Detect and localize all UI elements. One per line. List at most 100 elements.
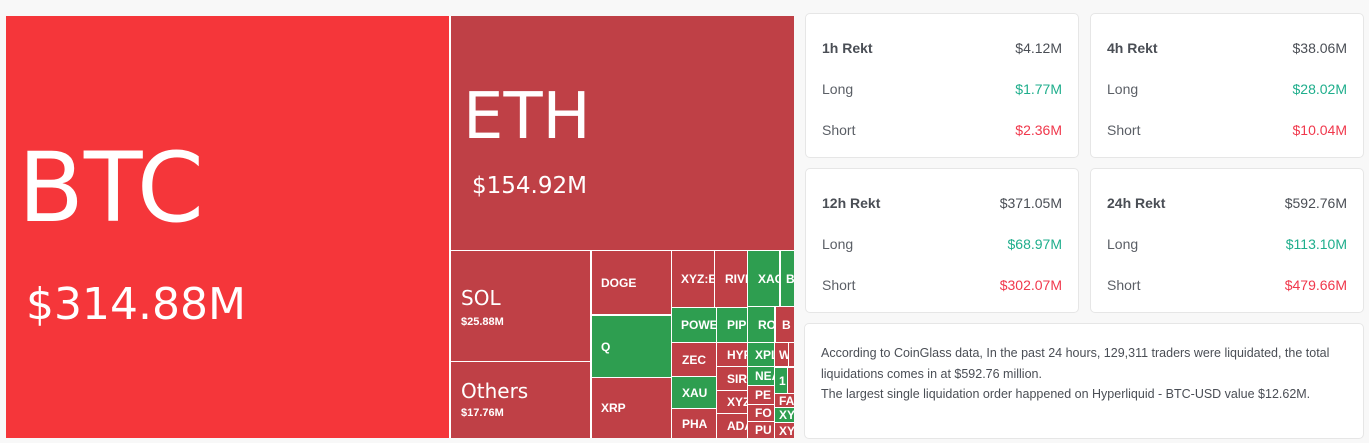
stat-row-total: 4h Rekt $38.06M xyxy=(1107,27,1347,68)
treemap-cell-xy-green[interactable]: XY xyxy=(775,408,794,422)
stat-row-long: Long $1.77M xyxy=(822,68,1062,109)
stat-row-total: 24h Rekt $592.76M xyxy=(1107,182,1347,223)
cell-symbol: XAU xyxy=(682,385,708,400)
cell-symbol: RIVE xyxy=(725,272,747,286)
stat-row-long: Long $28.02M xyxy=(1107,68,1347,109)
cell-symbol: SIR xyxy=(727,371,747,386)
short-value: $2.36M xyxy=(1015,121,1062,138)
treemap-cell-pu[interactable]: PU xyxy=(748,422,774,438)
cell-symbol: XYZ xyxy=(727,395,747,409)
treemap-cell-rive[interactable]: RIVE xyxy=(715,251,747,307)
treemap-cell-sliver-1[interactable] xyxy=(789,343,794,366)
short-value: $10.04M xyxy=(1292,121,1347,138)
stat-total: $4.12M xyxy=(1015,39,1062,56)
short-label: Short xyxy=(1107,121,1141,138)
treemap-cell-pe[interactable]: PE xyxy=(748,386,774,404)
long-value: $28.02M xyxy=(1292,80,1347,97)
cell-symbol: W xyxy=(779,347,788,362)
stat-card-1h: 1h Rekt $4.12M Long $1.77M Short $2.36M xyxy=(805,13,1079,158)
stat-row-short: Short $302.07M xyxy=(822,264,1062,305)
cell-symbol: PIPE xyxy=(727,318,747,332)
treemap-cell-sir[interactable]: SIR xyxy=(717,367,747,390)
treemap-cell-b-green[interactable]: B xyxy=(781,251,794,306)
stat-card-4h: 4h Rekt $38.06M Long $28.02M Short $10.0… xyxy=(1090,13,1364,158)
treemap-cell-xag[interactable]: XAG xyxy=(748,251,779,306)
treemap-cell-xau[interactable]: XAU xyxy=(672,377,716,408)
stat-card-24h: 24h Rekt $592.76M Long $113.10M Short $4… xyxy=(1090,168,1364,313)
treemap-cell-ada[interactable]: ADA xyxy=(717,414,747,438)
treemap-cell-pha[interactable]: PHA xyxy=(672,409,716,438)
stat-title: 12h Rekt xyxy=(822,194,881,211)
treemap-cell-doge[interactable]: DOGE xyxy=(592,251,671,314)
cell-symbol: ETH xyxy=(463,80,591,154)
treemap-cell-sol[interactable]: SOL $25.88M xyxy=(451,251,590,361)
cell-symbol: POWE xyxy=(681,318,716,332)
cell-symbol: Q xyxy=(601,339,611,354)
stat-card-12h: 12h Rekt $371.05M Long $68.97M Short $30… xyxy=(805,168,1079,313)
short-label: Short xyxy=(822,121,856,138)
treemap-cell-zec[interactable]: ZEC xyxy=(672,343,716,376)
treemap-cell-btc[interactable]: BTC $314.88M xyxy=(6,16,449,438)
long-label: Long xyxy=(822,80,854,97)
treemap-cell-pipe[interactable]: PIPE xyxy=(717,308,747,342)
cell-symbol: XYZ:E xyxy=(681,272,714,286)
cell-symbol: BTC xyxy=(18,132,204,244)
long-value: $113.10M xyxy=(1285,235,1347,252)
treemap-cell-ro[interactable]: RO xyxy=(748,307,774,342)
liquidation-treemap: BTC $314.88M ETH $154.92M SOL $25.88M Ot… xyxy=(6,16,794,438)
long-value: $1.77M xyxy=(1015,80,1062,97)
treemap-cell-nea[interactable]: NEA xyxy=(748,367,774,385)
short-label: Short xyxy=(822,276,856,293)
cell-symbol: DOGE xyxy=(601,275,637,290)
treemap-cell-eth[interactable]: ETH $154.92M xyxy=(451,16,794,250)
short-value: $479.66M xyxy=(1284,276,1347,293)
short-label: Short xyxy=(1107,276,1141,293)
long-value: $68.97M xyxy=(1007,235,1062,252)
treemap-cell-sliver-2[interactable] xyxy=(788,368,794,393)
cell-symbol: Others xyxy=(461,379,529,403)
treemap-cell-fo[interactable]: FO xyxy=(748,405,774,421)
stat-row-short: Short $479.66M xyxy=(1107,264,1347,305)
treemap-cell-one[interactable]: 1 xyxy=(775,368,787,393)
stat-row-long: Long $113.10M xyxy=(1107,223,1347,264)
cell-symbol: PU xyxy=(755,423,772,437)
summary-text-line-1: According to CoinGlass data, In the past… xyxy=(821,346,1330,381)
treemap-cell-others[interactable]: Others $17.76M xyxy=(451,362,590,438)
treemap-cell-xyz-e[interactable]: XYZ:E xyxy=(672,251,714,307)
cell-symbol: B xyxy=(782,317,791,332)
treemap-cell-w[interactable]: W xyxy=(775,343,788,366)
stat-row-total: 1h Rekt $4.12M xyxy=(822,27,1062,68)
cell-symbol: ZEC xyxy=(682,352,706,367)
treemap-cell-xrp[interactable]: XRP xyxy=(592,378,671,438)
cell-value: $314.88M xyxy=(26,279,246,330)
treemap-cell-q[interactable]: Q xyxy=(592,316,671,377)
cell-symbol: XRP xyxy=(601,401,626,415)
cell-symbol: 1 xyxy=(779,373,786,388)
long-label: Long xyxy=(822,235,854,252)
treemap-cell-fa[interactable]: FA xyxy=(775,394,794,407)
cell-symbol: XPL xyxy=(755,347,774,362)
cell-symbol: B xyxy=(786,271,794,286)
treemap-cell-xyz[interactable]: XYZ xyxy=(717,391,747,413)
treemap-cell-hyp[interactable]: HYP xyxy=(717,343,747,366)
stat-total: $592.76M xyxy=(1284,194,1347,211)
short-value: $302.07M xyxy=(999,276,1062,293)
treemap-cell-b-red[interactable]: B xyxy=(776,307,794,342)
liquidation-summary-card: According to CoinGlass data, In the past… xyxy=(804,323,1364,439)
long-label: Long xyxy=(1107,80,1139,97)
treemap-cell-xy-red[interactable]: XY xyxy=(775,423,794,438)
stat-row-total: 12h Rekt $371.05M xyxy=(822,182,1062,223)
cell-value: $25.88M xyxy=(461,316,504,328)
treemap-cell-xpl[interactable]: XPL xyxy=(748,343,774,366)
summary-text-line-2: The largest single liquidation order hap… xyxy=(821,387,1311,401)
cell-symbol: FO xyxy=(755,406,772,420)
cell-symbol: XAG xyxy=(758,271,779,286)
stat-title: 4h Rekt xyxy=(1107,39,1158,56)
stat-title: 1h Rekt xyxy=(822,39,873,56)
cell-symbol: ADA xyxy=(727,419,747,433)
treemap-cell-powe[interactable]: POWE xyxy=(672,308,716,342)
cell-symbol: PE xyxy=(755,388,772,402)
cell-value: $154.92M xyxy=(472,173,587,199)
cell-symbol: XY xyxy=(779,423,794,438)
cell-symbol: SOL xyxy=(461,286,501,310)
